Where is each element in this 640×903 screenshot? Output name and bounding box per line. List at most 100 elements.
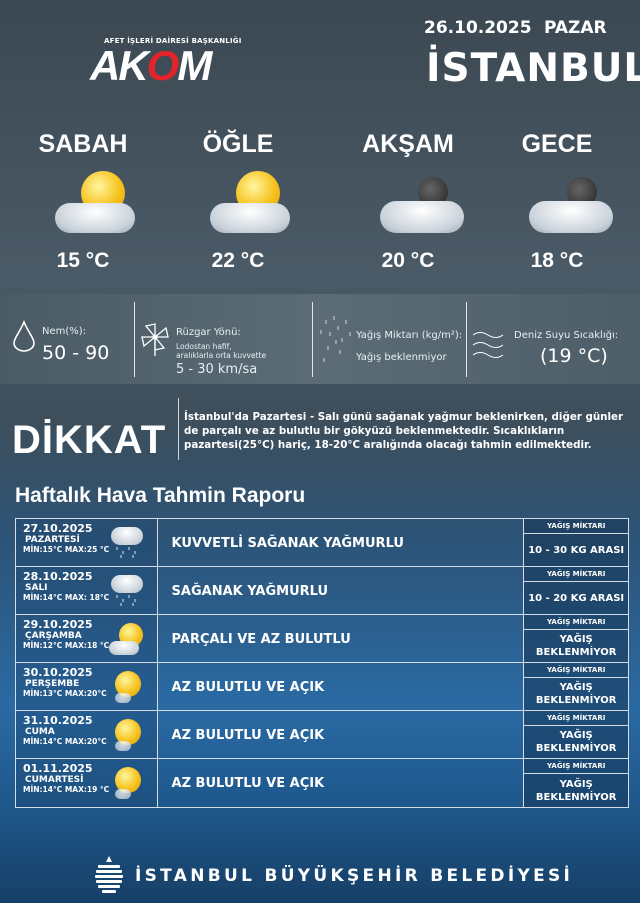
warning-title: DİKKAT xyxy=(12,418,167,462)
period-öğle: ÖĞLE 22 °C xyxy=(163,130,313,273)
day-cell: 31.10.2025 CUMA MİN:14°C MAX:20°C xyxy=(16,711,158,758)
forecast-row: 31.10.2025 CUMA MİN:14°C MAX:20°C AZ BUL… xyxy=(16,711,628,759)
humidity-value: 50 - 90 xyxy=(42,342,110,364)
sun-icon xyxy=(109,669,145,705)
rain-amount: 10 - 30 KG ARASI xyxy=(524,534,628,566)
day-cell: 01.11.2025 CUMARTESİ MİN:14°C MAX:19 °C xyxy=(16,759,158,807)
forecast-minmax: MİN:13°C MAX:20°C xyxy=(23,689,107,698)
forecast-desc: AZ BULUTLU VE AÇIK xyxy=(158,759,525,807)
sea-temp-label: Deniz Suyu Sıcaklığı: xyxy=(514,330,619,341)
forecast-day: PAZARTESİ xyxy=(25,535,80,545)
period-akşam: AKŞAM 20 °C xyxy=(333,130,483,273)
forecast-row: 30.10.2025 PERŞEMBE MİN:13°C MAX:20°C AZ… xyxy=(16,663,628,711)
period-label: GECE xyxy=(521,130,593,158)
rain-cell: YAĞIŞ MİKTARI YAĞIŞ BEKLENMİYOR xyxy=(524,663,628,710)
rain-amount: YAĞIŞ BEKLENMİYOR xyxy=(524,678,628,710)
day-cell: 29.10.2025 ÇARŞAMBA MİN:12°C MAX:18 °C xyxy=(16,615,158,662)
forecast-day: SALI xyxy=(25,583,48,593)
forecast-date: 01.11.2025 xyxy=(23,762,93,775)
rain-amount: 10 - 20 KG ARASI xyxy=(524,582,628,614)
weekly-forecast-table: 27.10.2025 PAZARTESİ MİN:15°C MAX:25 °C … xyxy=(15,518,629,808)
sea-temp-value: (19 °C) xyxy=(540,345,608,367)
rain-cell: YAĞIŞ MİKTARI YAĞIŞ BEKLENMİYOR xyxy=(524,759,628,807)
sun-cloud-icon xyxy=(8,159,158,249)
moon-cloud-icon xyxy=(333,159,483,249)
rain-header: YAĞIŞ MİKTARI xyxy=(524,663,628,678)
forecast-minmax: MİN:12°C MAX:18 °C xyxy=(23,641,110,650)
pinwheel-icon xyxy=(141,323,169,356)
wind-desc2: aralıklarla orta kuvvette xyxy=(176,351,267,360)
forecast-day: CUMA xyxy=(25,727,55,737)
forecast-date: 29.10.2025 xyxy=(23,618,93,631)
forecast-date: 28.10.2025 xyxy=(23,570,93,583)
forecast-row: 27.10.2025 PAZARTESİ MİN:15°C MAX:25 °C … xyxy=(16,519,628,567)
forecast-desc: KUVVETLİ SAĞANAK YAĞMURLU xyxy=(158,519,525,566)
logo-text-o: O xyxy=(146,42,180,89)
day-cell: 27.10.2025 PAZARTESİ MİN:15°C MAX:25 °C xyxy=(16,519,158,566)
forecast-row: 01.11.2025 CUMARTESİ MİN:14°C MAX:19 °C … xyxy=(16,759,628,807)
rain-header: YAĞIŞ MİKTARI xyxy=(524,567,628,582)
day-cell: 30.10.2025 PERŞEMBE MİN:13°C MAX:20°C xyxy=(16,663,158,710)
rain-cell: YAĞIŞ MİKTARI YAĞIŞ BEKLENMİYOR xyxy=(524,711,628,758)
rain-label: Yağış Miktarı (kg/m²): xyxy=(356,330,463,341)
forecast-day: CUMARTESİ xyxy=(25,775,84,785)
wind-label: Rüzgar Yönü: xyxy=(176,327,241,338)
rain-cell: YAĞIŞ MİKTARI 10 - 30 KG ARASI xyxy=(524,519,628,566)
day-name: PAZAR xyxy=(544,18,607,38)
droplet-icon xyxy=(13,320,35,352)
warning-text: İstanbul'da Pazartesi - Salı günü sağana… xyxy=(184,411,624,451)
forecast-row: 29.10.2025 ÇARŞAMBA MİN:12°C MAX:18 °C P… xyxy=(16,615,628,663)
forecast-day: PERŞEMBE xyxy=(25,679,80,689)
date: 26.10.2025 xyxy=(424,18,532,38)
wind-value: 5 - 30 km/sa xyxy=(176,362,258,377)
forecast-minmax: MİN:14°C MAX:20°C xyxy=(23,737,107,746)
sun-icon xyxy=(109,765,145,801)
rain-amount: YAĞIŞ BEKLENMİYOR xyxy=(524,726,628,758)
period-label: AKŞAM xyxy=(362,130,454,158)
forecast-minmax: MİN:15°C MAX:25 °C xyxy=(23,545,110,554)
period-label: SABAH xyxy=(38,130,128,158)
sun-cloud-icon xyxy=(108,621,145,657)
humidity-label: Nem(%): xyxy=(42,326,87,337)
forecast-minmax: MİN:14°C MAX:19 °C xyxy=(23,785,110,794)
forecast-desc: SAĞANAK YAĞMURLU xyxy=(158,567,525,614)
sun-icon xyxy=(109,717,145,753)
forecast-minmax: MİN:14°C MAX: 18°C xyxy=(23,593,110,602)
wind-desc1: Lodostan hafif, xyxy=(176,342,232,351)
forecast-date: 27.10.2025 xyxy=(23,522,93,535)
logo-text-m: M xyxy=(177,42,212,89)
logo-text: AK xyxy=(90,42,149,89)
details-strip: Nem(%): 50 - 90 Rüzgar Yönü: Lodostan ha… xyxy=(0,294,640,384)
forecast-day: ÇARŞAMBA xyxy=(25,631,82,641)
akom-logo: AKOM xyxy=(90,42,212,90)
footer-text: İSTANBUL BÜYÜKŞEHİR BELEDİYESİ xyxy=(135,866,574,886)
city-title: İSTANBUL xyxy=(426,46,640,91)
forecast-desc: PARÇALI VE AZ BULUTLU xyxy=(158,615,525,662)
forecast-date: 30.10.2025 xyxy=(23,666,93,679)
waves-icon xyxy=(472,332,504,358)
period-temp: 15 °C xyxy=(56,249,110,272)
forecast-row: 28.10.2025 SALI MİN:14°C MAX: 18°C SAĞAN… xyxy=(16,567,628,615)
period-temp: 22 °C xyxy=(211,249,265,272)
period-temp: 20 °C xyxy=(381,249,435,272)
forecast-desc: AZ BULUTLU VE AÇIK xyxy=(158,663,525,710)
rain-header: YAĞIŞ MİKTARI xyxy=(524,711,628,726)
rain-header: YAĞIŞ MİKTARI xyxy=(524,615,628,630)
rain-amount: YAĞIŞ BEKLENMİYOR xyxy=(524,774,628,807)
rain-cell: YAĞIŞ MİKTARI YAĞIŞ BEKLENMİYOR xyxy=(524,615,628,662)
rain-value: Yağış beklenmiyor xyxy=(356,352,447,363)
period-label: ÖĞLE xyxy=(202,130,274,158)
moon-cloud-icon xyxy=(482,159,632,249)
divider xyxy=(178,398,179,460)
period-temp: 18 °C xyxy=(530,249,584,272)
period-sabah: SABAH 15 °C xyxy=(8,130,158,273)
day-cell: 28.10.2025 SALI MİN:14°C MAX: 18°C xyxy=(16,567,158,614)
forecast-desc: AZ BULUTLU VE AÇIK xyxy=(158,711,525,758)
sun-cloud-icon xyxy=(163,159,313,249)
rain-cloud-icon xyxy=(109,525,145,561)
rain-header: YAĞIŞ MİKTARI xyxy=(524,519,628,534)
rain-cloud-icon xyxy=(109,573,145,609)
logo-subtitle: AFET İŞLERİ DAİRESİ BAŞKANLIĞI xyxy=(104,37,242,45)
weekly-title: Haftalık Hava Tahmin Raporu xyxy=(15,484,306,507)
rain-cell: YAĞIŞ MİKTARI 10 - 20 KG ARASI xyxy=(524,567,628,614)
